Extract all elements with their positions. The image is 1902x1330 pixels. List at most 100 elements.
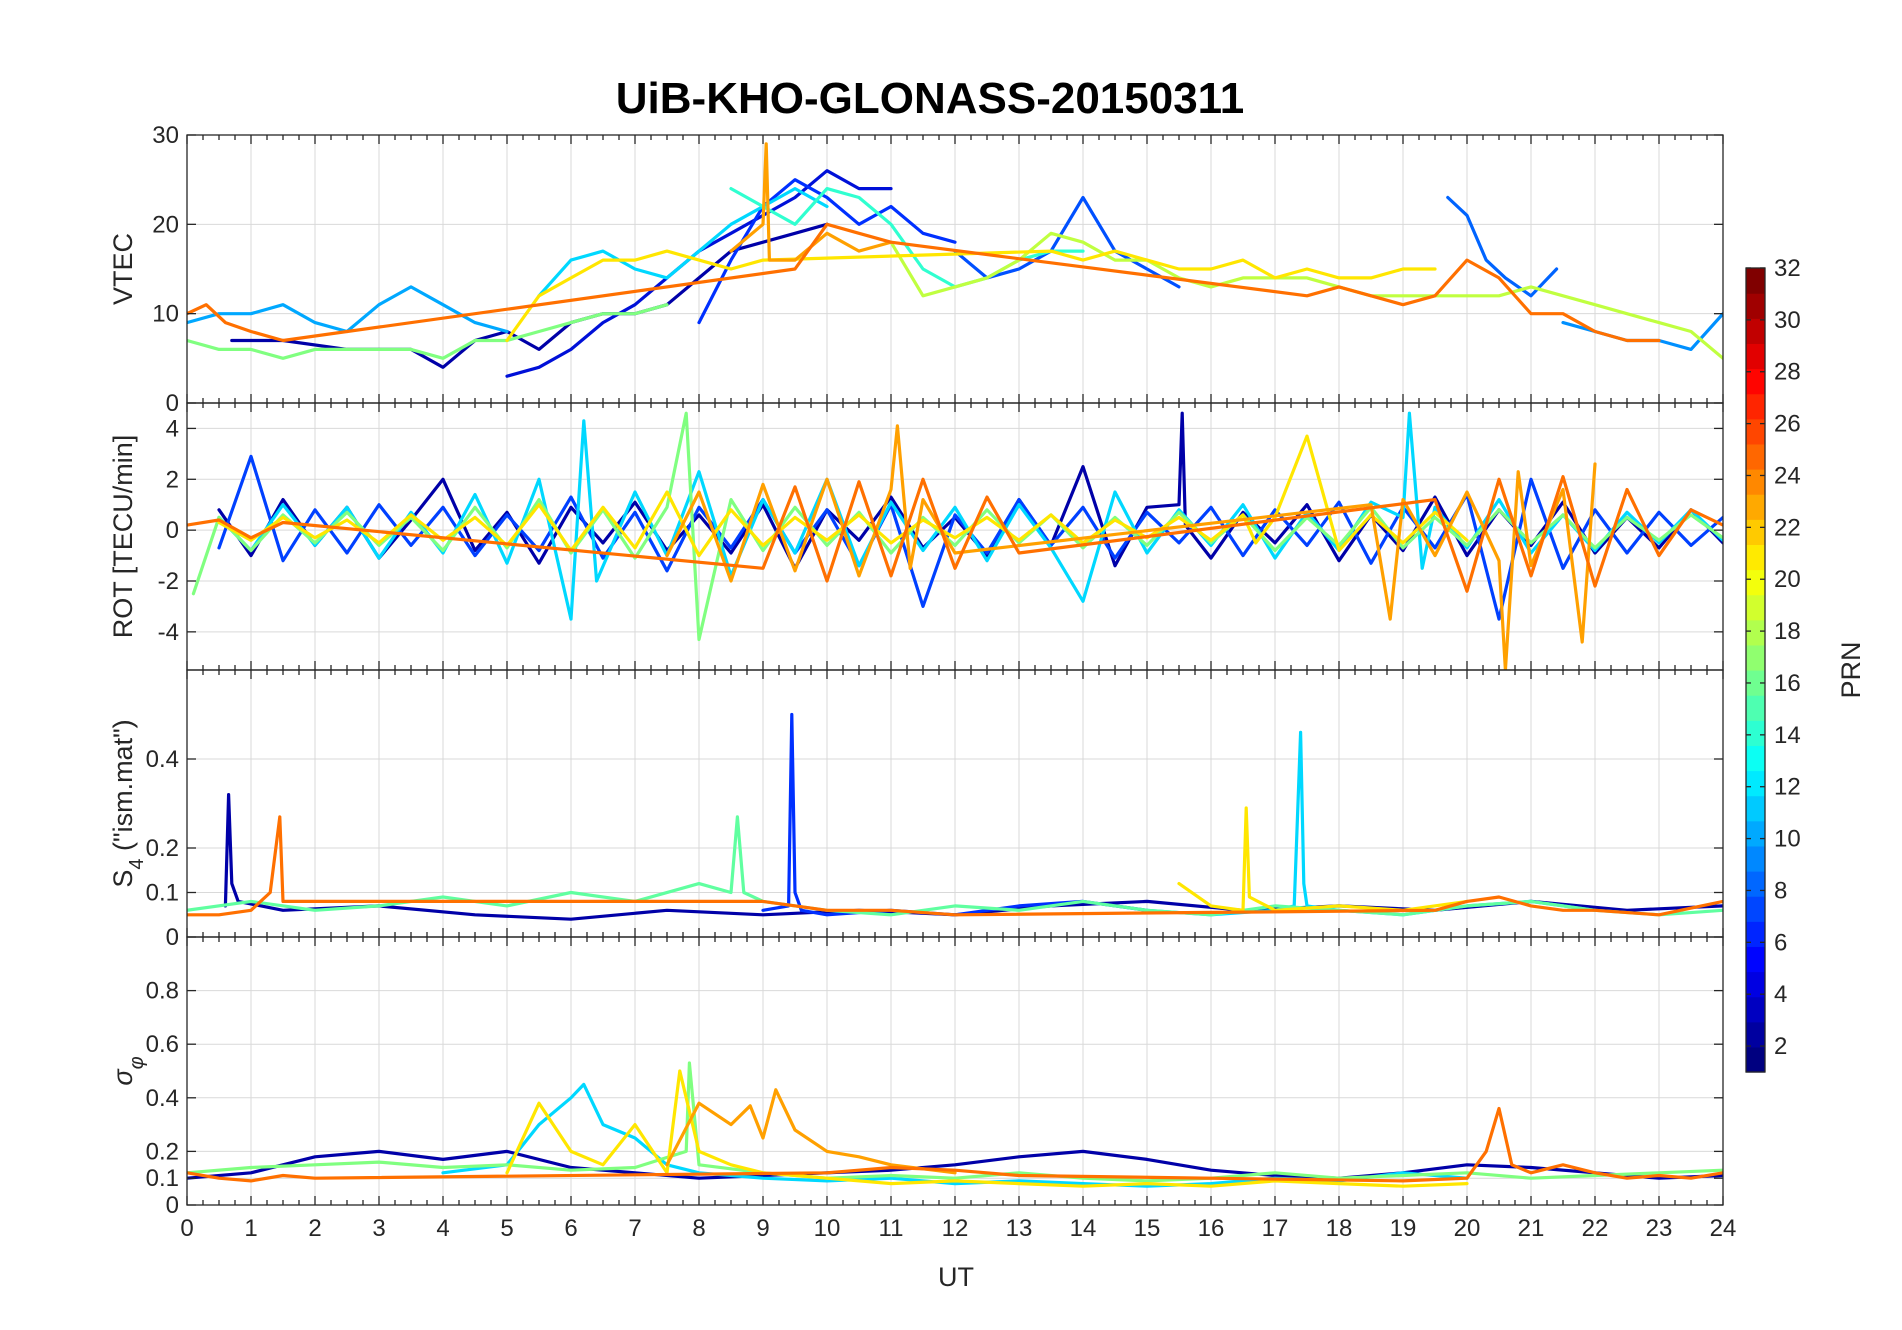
colorbar-segment [1746,569,1765,596]
y-tick-label: 10 [152,301,179,328]
series-group [187,712,1723,921]
colorbar-segment [1746,318,1765,344]
y-tick-label: 0 [166,924,179,951]
series-prn-20 [217,434,1469,558]
colorbar-segment [1746,343,1765,370]
colorbar-tick-label: 32 [1774,255,1801,282]
x-tick-label: 4 [436,1215,449,1242]
y-tick-label: 0 [166,1192,179,1219]
colorbar-segment [1746,268,1765,294]
x-tick-labels: 0 1 2 3 4 5 6 7 8 9 10 11 12 13 14 15 16 17 18 19 20 21 22 23 24 [180,1215,1736,1242]
tick-marks [186,134,1724,404]
colorbar-tick-label: 10 [1774,826,1801,853]
y-tick-label: 0 [166,517,179,544]
panel-4: 00.10.2 0.4 0.6 0.8 σφ [108,936,1724,1219]
colorbar-tick-label: 28 [1774,359,1801,386]
series-prn-4 [761,712,1149,917]
y-axis-label-rest: ("ism.mat") [108,719,138,858]
panel-3: 00.10.20.4S4 ("ism.mat") [108,669,1724,951]
x-tick-label: 14 [1070,1215,1097,1242]
x-tick-label: 3 [372,1215,385,1242]
tick-marks [186,937,1724,1206]
series-prn-2 [187,1149,1723,1180]
y-axis-label-main: S [108,870,138,888]
series-prn-24 [187,1106,1723,1183]
colorbar-segment [1746,619,1765,646]
y-axis-label: S4 ("ism.mat") [108,719,148,887]
x-tick-label: 12 [942,1215,969,1242]
colorbar-tick-label: 16 [1774,670,1801,697]
y-tick-label: 0.4 [146,1085,179,1112]
colorbar-label: PRN [1836,641,1866,698]
colorbar-segment [1746,494,1765,520]
colorbar-segment [1746,393,1765,420]
y-axis-label: σφ [108,1056,148,1085]
y-tick-label: 0.1 [146,880,179,907]
y-tick-label: 0.2 [146,1138,179,1165]
series-prn-24 [187,222,1661,343]
colorbar-tick-label: 14 [1774,722,1801,749]
colorbar-segment [1746,644,1765,671]
y-tick-label: 0.6 [146,1031,179,1058]
y-tick-label: -4 [158,619,179,646]
series-prn-20 [505,249,1437,343]
series-prn-22 [665,424,1597,670]
colorbar-segment [1746,971,1765,998]
colorbar-segment [1746,996,1765,1023]
panel-2: -4 -2 0 2 4 ROT [TECU/min] [108,402,1724,671]
colorbar-tick-label: 6 [1774,929,1787,956]
x-tick-label: 23 [1646,1215,1673,1242]
x-tick-label: 2 [308,1215,321,1242]
colorbar-segment [1746,293,1765,319]
series-prn-22 [729,142,893,262]
y-tick-label: 2 [166,466,179,493]
colorbar-tick-label: 22 [1774,514,1801,541]
colorbar-segment [1746,946,1765,973]
colorbar-segment [1746,745,1765,772]
y-axis-label-main: σ [108,1068,138,1086]
colorbar-segment [1746,695,1765,721]
x-tick-label: 11 [879,1215,904,1242]
colorbar-segment [1746,770,1765,797]
x-tick-label: 18 [1326,1215,1353,1242]
colorbar-tick-label: 18 [1774,618,1801,645]
colorbar-tick-label: 26 [1774,411,1801,438]
y-axis-label: VTEC [108,233,138,305]
y-tick-label: 0.2 [146,835,179,862]
x-axis-label: UT [938,1262,974,1292]
colorbar-tick-label: 4 [1774,981,1787,1008]
colorbar-segment [1746,418,1765,445]
x-tick-label: 6 [564,1215,577,1242]
series-prn-16 [187,303,669,360]
chart-title: UiB-KHO-GLONASS-20150311 [616,74,1244,123]
series-prn-22 [665,1088,957,1175]
series-prn-20 [1177,806,1469,912]
x-tick-label: 22 [1582,1215,1609,1242]
x-tick-label: 5 [500,1215,513,1242]
colorbar-segment [1746,921,1765,947]
y-tick-label: 0.8 [146,978,179,1005]
series-prn-24 [187,815,1723,917]
series-prn-12 [537,187,829,298]
y-tick-label: 20 [152,211,179,238]
series-group [187,411,1723,670]
colorbar-segment [1746,594,1765,621]
colorbar-segment [1746,469,1765,495]
y-axis-label: ROT [TECU/min] [108,435,138,639]
x-tick-label: 9 [756,1215,769,1242]
y-tick-label: -2 [158,568,179,595]
series-prn-24 [187,475,1723,593]
colorbar-tick-label: 20 [1774,566,1801,593]
y-tick-label: 4 [166,415,179,442]
x-tick-label: 19 [1390,1215,1417,1242]
x-tick-label: 7 [628,1215,641,1242]
colorbar-segment [1746,519,1765,545]
colorbar-segment [1746,1046,1765,1073]
series-prn-16 [191,411,1723,642]
colorbar-segment [1746,795,1765,822]
colorbar-segment [1746,368,1765,395]
y-axis-label-subscript: 4 [126,859,148,870]
colorbar-segment [1746,670,1765,696]
